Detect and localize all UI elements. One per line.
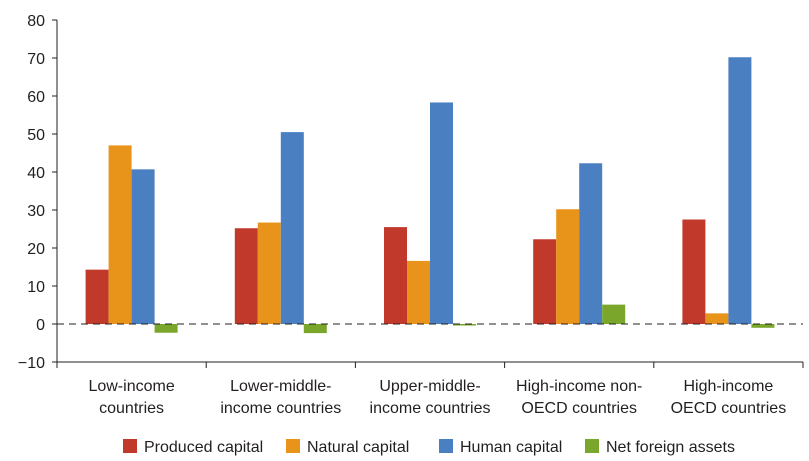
- bar-produced-capital: [384, 227, 407, 324]
- bar-net-foreign-assets: [154, 324, 178, 333]
- x-category-label: income countries: [370, 400, 491, 417]
- bar-net-foreign-assets: [751, 324, 775, 328]
- y-tick-label: 20: [27, 241, 45, 258]
- bar-net-foreign-assets: [303, 324, 327, 334]
- x-category-label: Low-income: [88, 378, 174, 395]
- bar-human-capital: [280, 132, 304, 324]
- bar-produced-capital: [533, 239, 557, 324]
- bar-human-capital: [131, 169, 155, 324]
- y-tick-label: 50: [27, 127, 45, 144]
- bar-natural-capital: [556, 209, 580, 324]
- y-tick-label: 40: [27, 165, 45, 182]
- legend-item: Produced capital: [123, 439, 263, 456]
- y-tick-label: 10: [27, 279, 45, 296]
- x-category-label: OECD countries: [671, 400, 787, 417]
- x-axis: Low-income countries Lower-middle-income c…: [56, 361, 804, 417]
- y-tick-label: 60: [27, 89, 45, 106]
- legend-swatch: [585, 439, 599, 453]
- x-category-label: High-income non-: [516, 378, 642, 395]
- y-tick-label: 30: [27, 203, 45, 220]
- legend-swatch: [286, 439, 300, 453]
- x-category-label: countries: [99, 400, 164, 417]
- legend-item: Human capital: [439, 439, 562, 456]
- legend-swatch: [439, 439, 453, 453]
- y-tick-label: −10: [18, 355, 45, 372]
- x-category-label: Lower-middle-: [230, 378, 331, 395]
- x-category-label: income countries: [220, 400, 341, 417]
- legend-item: Net foreign assets: [585, 439, 735, 456]
- y-tick-label: 0: [36, 317, 45, 334]
- legend-swatch: [123, 439, 137, 453]
- bar-net-foreign-assets: [602, 304, 626, 324]
- legend-label: Net foreign assets: [606, 439, 735, 456]
- bar-human-capital: [430, 102, 453, 325]
- bar-human-capital: [728, 57, 752, 325]
- y-axis: −10 0 10 20 30 40 50 60 70 80: [18, 13, 58, 372]
- bar-natural-capital: [705, 313, 729, 324]
- legend: Produced capital Natural capital Human cap…: [123, 439, 735, 456]
- legend-label: Natural capital: [307, 439, 409, 456]
- bar-produced-capital: [234, 228, 258, 324]
- bar-natural-capital: [257, 222, 281, 324]
- bar-natural-capital: [108, 145, 132, 324]
- x-category-label: High-income: [683, 378, 773, 395]
- bar-net-foreign-assets: [453, 324, 476, 326]
- legend-label: Human capital: [460, 439, 562, 456]
- bar-human-capital: [579, 163, 603, 324]
- bar-produced-capital: [682, 219, 706, 324]
- x-category-label: Upper-middle-: [379, 378, 480, 395]
- x-category-label: OECD countries: [521, 400, 637, 417]
- legend-label: Produced capital: [144, 439, 263, 456]
- bar-natural-capital: [407, 260, 430, 324]
- y-tick-label: 80: [27, 13, 45, 30]
- legend-item: Natural capital: [286, 439, 409, 456]
- bar-produced-capital: [85, 269, 109, 324]
- bars: [57, 57, 803, 334]
- y-tick-label: 70: [27, 51, 45, 68]
